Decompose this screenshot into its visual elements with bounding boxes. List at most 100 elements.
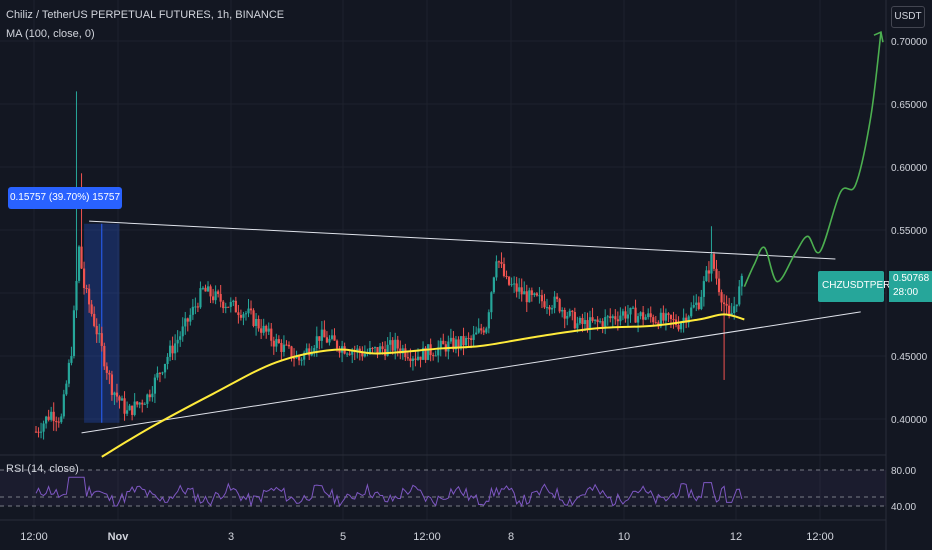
candle-body — [257, 318, 260, 329]
candle-body — [80, 246, 83, 269]
candle-body — [717, 278, 721, 293]
candle-body — [492, 277, 495, 293]
candle-body — [576, 323, 579, 329]
candle-body — [318, 336, 321, 341]
candle-body — [389, 340, 392, 345]
last-price-value: 0.50768 — [893, 273, 930, 284]
candle-body — [631, 307, 635, 309]
candle-body — [133, 401, 136, 415]
trendlines — [81, 220, 861, 434]
rsi-indicator-label[interactable]: RSI (14, close) — [6, 463, 79, 475]
candle-body — [280, 342, 283, 352]
candle-body — [548, 307, 551, 310]
candle-body — [156, 372, 159, 378]
candle-body — [168, 345, 172, 357]
rsi-tick-label: 40.00 — [891, 502, 916, 513]
candle-body — [540, 295, 544, 302]
price-tick-label: 0.55000 — [891, 226, 928, 237]
candle-body — [313, 348, 316, 353]
candle-body — [260, 328, 263, 333]
candle-body — [315, 336, 318, 349]
candle-body — [229, 301, 232, 307]
candle-body — [682, 317, 685, 323]
time-tick-label: 12:00 — [806, 531, 834, 543]
candle-body — [105, 366, 108, 373]
candle-body — [333, 335, 336, 341]
candle-body — [303, 352, 306, 360]
candle-body — [201, 287, 205, 289]
rsi-tick-label: 80.00 — [891, 466, 916, 477]
candle-body — [432, 355, 435, 357]
time-tick-label: 10 — [618, 531, 630, 543]
candle-body — [520, 287, 523, 295]
candle-body — [535, 293, 538, 296]
price-tick-label: 0.45000 — [891, 352, 928, 363]
candle-body — [120, 398, 124, 401]
candle-body — [67, 362, 70, 384]
candle-body — [184, 318, 187, 327]
candle-body — [500, 261, 503, 264]
candle-body — [275, 339, 278, 347]
rsi-line — [35, 476, 743, 508]
time-tick-label: 12:00 — [413, 531, 441, 543]
candle-body — [563, 309, 566, 319]
candle-body — [214, 291, 217, 301]
projection-arrowhead — [873, 31, 884, 43]
candle-body — [57, 421, 60, 423]
price-tick-label: 0.40000 — [891, 415, 928, 426]
candle-body — [738, 286, 741, 305]
candle-body — [525, 291, 528, 303]
candle-body — [85, 288, 88, 290]
candle-body — [707, 270, 711, 274]
candle-body — [659, 312, 662, 327]
candle-body — [290, 346, 293, 358]
candle-body — [394, 339, 397, 351]
candle-body — [687, 316, 690, 323]
candle-body — [619, 315, 622, 322]
candle-body — [649, 313, 652, 318]
candle-body — [335, 340, 339, 349]
candle-body — [320, 329, 323, 341]
candle-body — [482, 330, 485, 333]
time-tick-label: 12:00 — [20, 531, 48, 543]
candle-body — [163, 364, 167, 373]
candle-body — [363, 354, 366, 357]
candle-body — [697, 302, 700, 309]
candle-body — [153, 377, 156, 394]
candle-body — [136, 401, 139, 405]
candle-body — [244, 313, 248, 315]
candle-body — [593, 319, 597, 321]
candle-body — [123, 398, 126, 414]
candle-body — [401, 348, 404, 354]
candle-body — [176, 339, 179, 344]
candle-body — [174, 343, 177, 354]
candle-body — [647, 313, 650, 318]
projection-path — [743, 31, 884, 288]
candle-body — [621, 311, 625, 316]
candle-body — [300, 359, 303, 361]
candle-body — [254, 318, 258, 326]
candle-body — [614, 316, 617, 320]
trendline-upper — [89, 220, 836, 260]
candle-body — [634, 307, 637, 323]
candle-body — [406, 357, 409, 359]
candle-body — [452, 337, 455, 350]
candle-body — [247, 308, 250, 314]
candle-body — [679, 322, 683, 330]
currency-button[interactable]: USDT — [891, 6, 925, 28]
candle-body — [677, 325, 680, 330]
candle-body — [204, 287, 207, 292]
candle-body — [292, 357, 296, 359]
candle-body — [95, 325, 98, 335]
candle-body — [62, 394, 65, 417]
candle-body — [37, 431, 40, 433]
candle-body — [161, 372, 164, 374]
candle-body — [601, 321, 604, 327]
candle-body — [715, 268, 718, 279]
candle-body — [295, 356, 298, 359]
candle-body — [591, 317, 594, 321]
candle-body — [378, 346, 382, 354]
ma-indicator-label[interactable]: MA (100, close, 0) — [6, 28, 95, 40]
candle-body — [692, 305, 695, 308]
